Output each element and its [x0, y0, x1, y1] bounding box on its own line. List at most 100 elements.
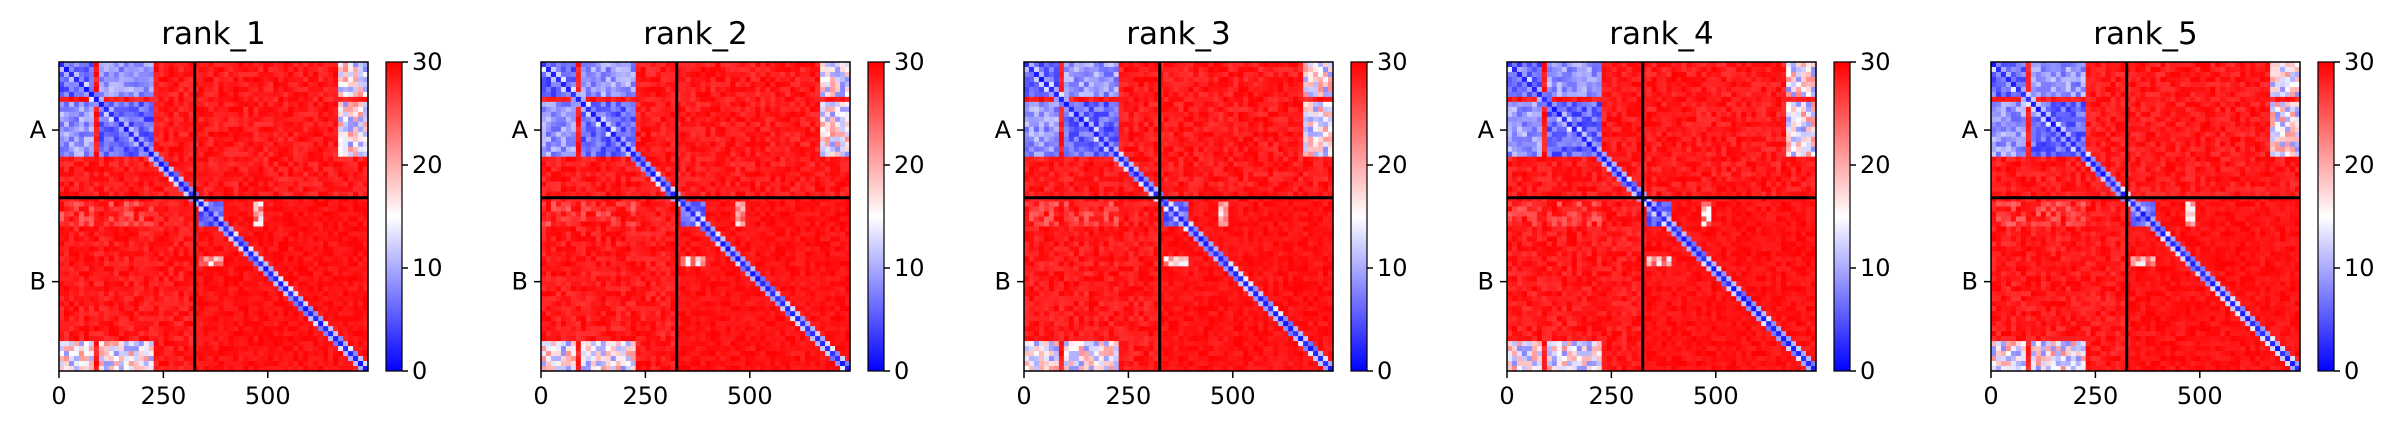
- heatmap-cell: [84, 271, 90, 277]
- heatmap-cell: [546, 77, 552, 83]
- heatmap-cell: [283, 167, 289, 173]
- heatmap-cell: [691, 127, 697, 133]
- heatmap-cell: [288, 112, 294, 118]
- heatmap-cell: [268, 301, 274, 307]
- heatmap-cell: [69, 316, 75, 322]
- heatmap-cell: [313, 246, 319, 252]
- heatmap-cell: [323, 152, 329, 158]
- heatmap-cell: [278, 137, 284, 143]
- heatmap-cell: [179, 296, 185, 302]
- heatmap-cell: [223, 306, 229, 312]
- heatmap-cell: [209, 117, 215, 123]
- heatmap-cell: [298, 137, 304, 143]
- heatmap-cell: [64, 306, 70, 312]
- heatmap-cell: [154, 351, 160, 357]
- heatmap-cell: [353, 256, 359, 262]
- heatmap-cell: [775, 112, 781, 118]
- heatmap-cell: [174, 251, 180, 257]
- heatmap-cell: [199, 172, 205, 178]
- heatmap-cell: [74, 177, 80, 183]
- heatmap-cell: [348, 356, 354, 362]
- heatmap-cell: [338, 92, 344, 98]
- heatmap-cell: [174, 286, 180, 292]
- heatmap-cells: [59, 62, 369, 372]
- heatmap-cell: [268, 77, 274, 83]
- heatmap-cell: [104, 271, 110, 277]
- heatmap-cell: [646, 132, 652, 138]
- heatmap-cell: [119, 306, 125, 312]
- heatmap-cell: [661, 142, 667, 148]
- heatmap-cell: [541, 67, 547, 73]
- heatmap-cell: [164, 207, 170, 213]
- heatmap-cell: [184, 62, 190, 68]
- heatmap-cell: [69, 117, 75, 123]
- heatmap-cell: [308, 152, 314, 158]
- heatmap-cell: [800, 122, 806, 128]
- heatmap-cell: [233, 97, 239, 103]
- heatmap-cell: [99, 346, 105, 352]
- heatmap-cell: [79, 122, 85, 128]
- heatmap-cell: [323, 132, 329, 138]
- heatmap-cell: [740, 137, 746, 143]
- heatmap-cell: [825, 92, 831, 98]
- heatmap-cell: [59, 142, 65, 148]
- heatmap-cell: [79, 251, 85, 257]
- heatmap-cell: [358, 177, 364, 183]
- heatmap-cell: [94, 182, 100, 188]
- heatmap-cell: [576, 67, 582, 73]
- heatmap-cell: [353, 72, 359, 78]
- heatmap-cell: [740, 112, 746, 118]
- heatmap-cell: [124, 336, 130, 342]
- heatmap-cell: [730, 82, 736, 88]
- heatmap-cell: [134, 246, 140, 252]
- heatmap-cell: [253, 92, 259, 98]
- heatmap-cell: [611, 67, 617, 73]
- heatmap-cell: [124, 301, 130, 307]
- heatmap-cell: [149, 147, 155, 153]
- heatmap-cell: [273, 241, 279, 247]
- heatmap-cell: [353, 142, 359, 148]
- heatmap-cell: [358, 62, 364, 68]
- heatmap-cell: [204, 231, 210, 237]
- heatmap-cell: [765, 82, 771, 88]
- heatmap-cell: [204, 281, 210, 287]
- heatmap-cell: [243, 87, 249, 93]
- heatmap-cell: [293, 182, 299, 188]
- heatmap-cell: [293, 326, 299, 332]
- heatmap-cell: [770, 87, 776, 93]
- heatmap-cell: [134, 296, 140, 302]
- heatmap-cell: [184, 286, 190, 292]
- heatmap-cell: [149, 157, 155, 163]
- heatmap-cell: [353, 246, 359, 252]
- heatmap-cell: [139, 137, 145, 143]
- heatmap-cell: [223, 107, 229, 113]
- heatmap-cell: [228, 102, 234, 108]
- heatmap-cell: [318, 187, 324, 193]
- heatmap-cell: [134, 251, 140, 257]
- heatmap-cell: [109, 311, 115, 317]
- heatmap-cell: [258, 301, 264, 307]
- heatmap-cell: [218, 62, 224, 68]
- heatmap-cell: [765, 102, 771, 108]
- heatmap-cell: [750, 87, 756, 93]
- heatmap-cell: [129, 221, 135, 227]
- heatmap-cell: [74, 152, 80, 158]
- heatmap-cell: [59, 251, 65, 257]
- heatmap-cell: [830, 102, 836, 108]
- heatmap-cell: [830, 147, 836, 153]
- heatmap-cell: [775, 62, 781, 68]
- heatmap-cell: [700, 87, 706, 93]
- heatmap-cell: [114, 202, 120, 208]
- heatmap-cell: [725, 87, 731, 93]
- heatmap-cell: [328, 97, 334, 103]
- heatmap-cell: [94, 97, 100, 103]
- heatmap-cell: [273, 212, 279, 218]
- heatmap-cell: [298, 301, 304, 307]
- heatmap-cell: [720, 87, 726, 93]
- heatmap-cell: [288, 182, 294, 188]
- heatmap-cell: [228, 306, 234, 312]
- heatmap-cell: [233, 261, 239, 267]
- heatmap-cell: [298, 212, 304, 218]
- heatmap-cell: [631, 132, 637, 138]
- heatmap-cell: [318, 226, 324, 232]
